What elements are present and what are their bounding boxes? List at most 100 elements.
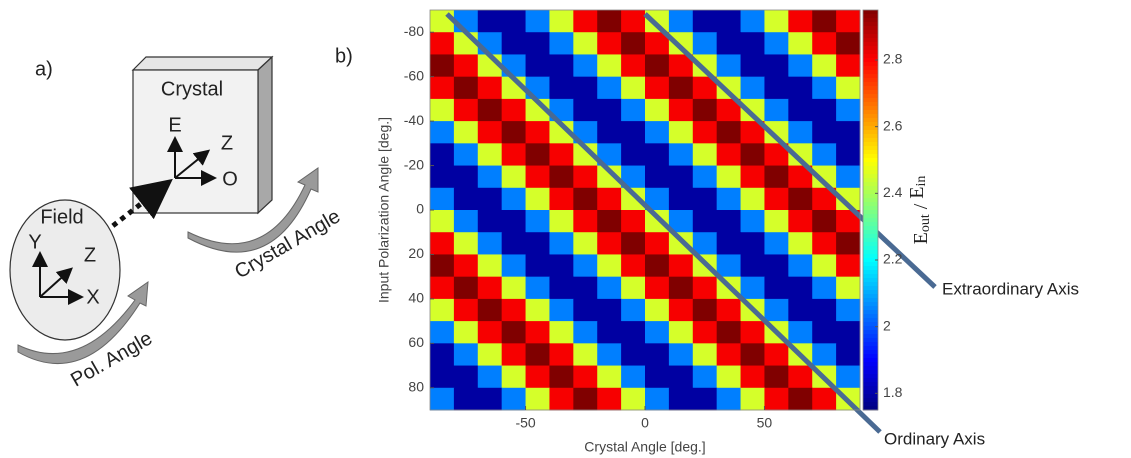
colorbar-swatch — [863, 122, 878, 127]
colorbar-swatch — [863, 170, 878, 175]
cell — [716, 32, 742, 55]
cell — [525, 298, 550, 322]
cell — [477, 98, 503, 122]
cell — [788, 143, 813, 167]
beam-arrow — [103, 178, 173, 234]
cell — [549, 343, 574, 367]
cell — [430, 365, 455, 389]
cell — [549, 387, 574, 411]
cell — [453, 121, 479, 144]
cell — [573, 32, 598, 55]
cell — [525, 276, 550, 300]
annotation: Extraordinary Axis — [942, 279, 1079, 298]
crystal-label: Crystal — [161, 78, 223, 100]
colorbar-label-part: in — [914, 176, 929, 187]
cell — [716, 343, 742, 367]
cell — [621, 54, 646, 78]
cell — [645, 343, 670, 367]
colorbar-swatch — [863, 362, 878, 367]
colorbar-swatch — [863, 78, 878, 83]
colorbar-swatch — [863, 162, 878, 167]
cell — [716, 321, 742, 344]
cell — [692, 165, 718, 189]
cell — [645, 32, 670, 55]
colorbar-swatch — [863, 302, 878, 307]
cell — [477, 76, 503, 100]
colorbar-swatch — [863, 190, 878, 195]
cell — [501, 143, 527, 167]
colorbar-swatch — [863, 342, 878, 347]
colorbar-swatch — [863, 62, 878, 67]
colorbar-swatch — [863, 14, 878, 19]
cell — [525, 365, 550, 389]
colorbar-swatch — [863, 382, 878, 387]
colorbar-swatch — [863, 210, 878, 215]
cell — [836, 32, 861, 55]
cell — [645, 76, 670, 100]
colorbar-swatch — [863, 374, 878, 379]
colorbar-swatch — [863, 42, 878, 47]
cell — [621, 365, 646, 389]
cell — [836, 143, 861, 167]
cell — [716, 98, 742, 122]
colorbar-swatch — [863, 370, 878, 375]
cell — [836, 321, 861, 344]
colorbar-swatch — [863, 142, 878, 147]
colorbar-swatch — [863, 138, 878, 143]
cell — [573, 143, 598, 167]
cell — [525, 210, 550, 233]
cell — [645, 254, 670, 278]
colorbar-swatch — [863, 90, 878, 95]
cell — [764, 387, 789, 411]
cell — [836, 98, 861, 122]
cell — [836, 76, 861, 100]
cell — [621, 276, 646, 300]
cell — [597, 10, 622, 33]
colorbar-swatch — [863, 194, 878, 199]
cell — [716, 76, 742, 100]
colorbar-swatch — [863, 54, 878, 59]
cell — [597, 343, 622, 367]
cell — [692, 54, 718, 78]
colorbar-swatch — [863, 250, 878, 255]
colorbar-swatch — [863, 98, 878, 103]
colorbar-swatch — [863, 146, 878, 151]
cell — [812, 98, 837, 122]
colorbar-swatch — [863, 230, 878, 235]
colorbar-swatch — [863, 46, 878, 51]
cell — [764, 143, 789, 167]
cell — [668, 76, 694, 100]
colorbar-label-part: out — [918, 214, 933, 232]
colorbar-swatch — [863, 386, 878, 391]
cell — [740, 210, 765, 233]
cell — [668, 343, 694, 367]
cell — [764, 10, 789, 33]
colorbar-swatch — [863, 346, 878, 351]
cell — [692, 321, 718, 344]
cell — [812, 298, 837, 322]
colorbar-tick-label: 2.2 — [883, 251, 903, 267]
cell — [740, 232, 765, 255]
cell — [668, 187, 694, 211]
cell — [788, 365, 813, 389]
cell — [430, 210, 455, 233]
crystal-axes — [167, 136, 217, 186]
y-tick-label: -20 — [404, 156, 424, 172]
cell — [836, 298, 861, 322]
cell — [573, 210, 598, 233]
cell — [812, 321, 837, 344]
colorbar-swatch — [863, 38, 878, 43]
colorbar-swatch — [863, 246, 878, 251]
cell — [621, 387, 646, 411]
cell — [836, 210, 861, 233]
cell — [764, 32, 789, 55]
cell — [740, 143, 765, 167]
cell — [836, 232, 861, 255]
cell — [645, 365, 670, 389]
colorbar-tick-label: 2.6 — [883, 117, 903, 133]
cell — [692, 343, 718, 367]
cell — [477, 365, 503, 389]
cell — [645, 387, 670, 411]
axis-letter: Z — [84, 244, 96, 266]
colorbar-swatch — [863, 350, 878, 355]
